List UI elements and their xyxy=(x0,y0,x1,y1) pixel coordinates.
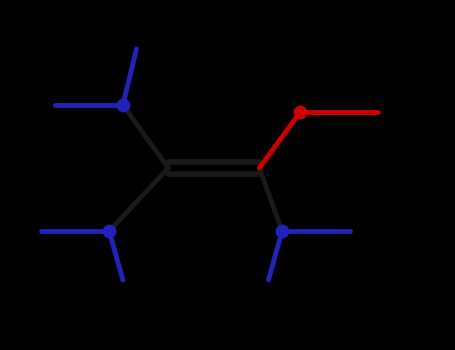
Point xyxy=(278,228,286,234)
Point xyxy=(119,102,126,108)
Point xyxy=(106,228,113,234)
Point xyxy=(297,109,304,115)
